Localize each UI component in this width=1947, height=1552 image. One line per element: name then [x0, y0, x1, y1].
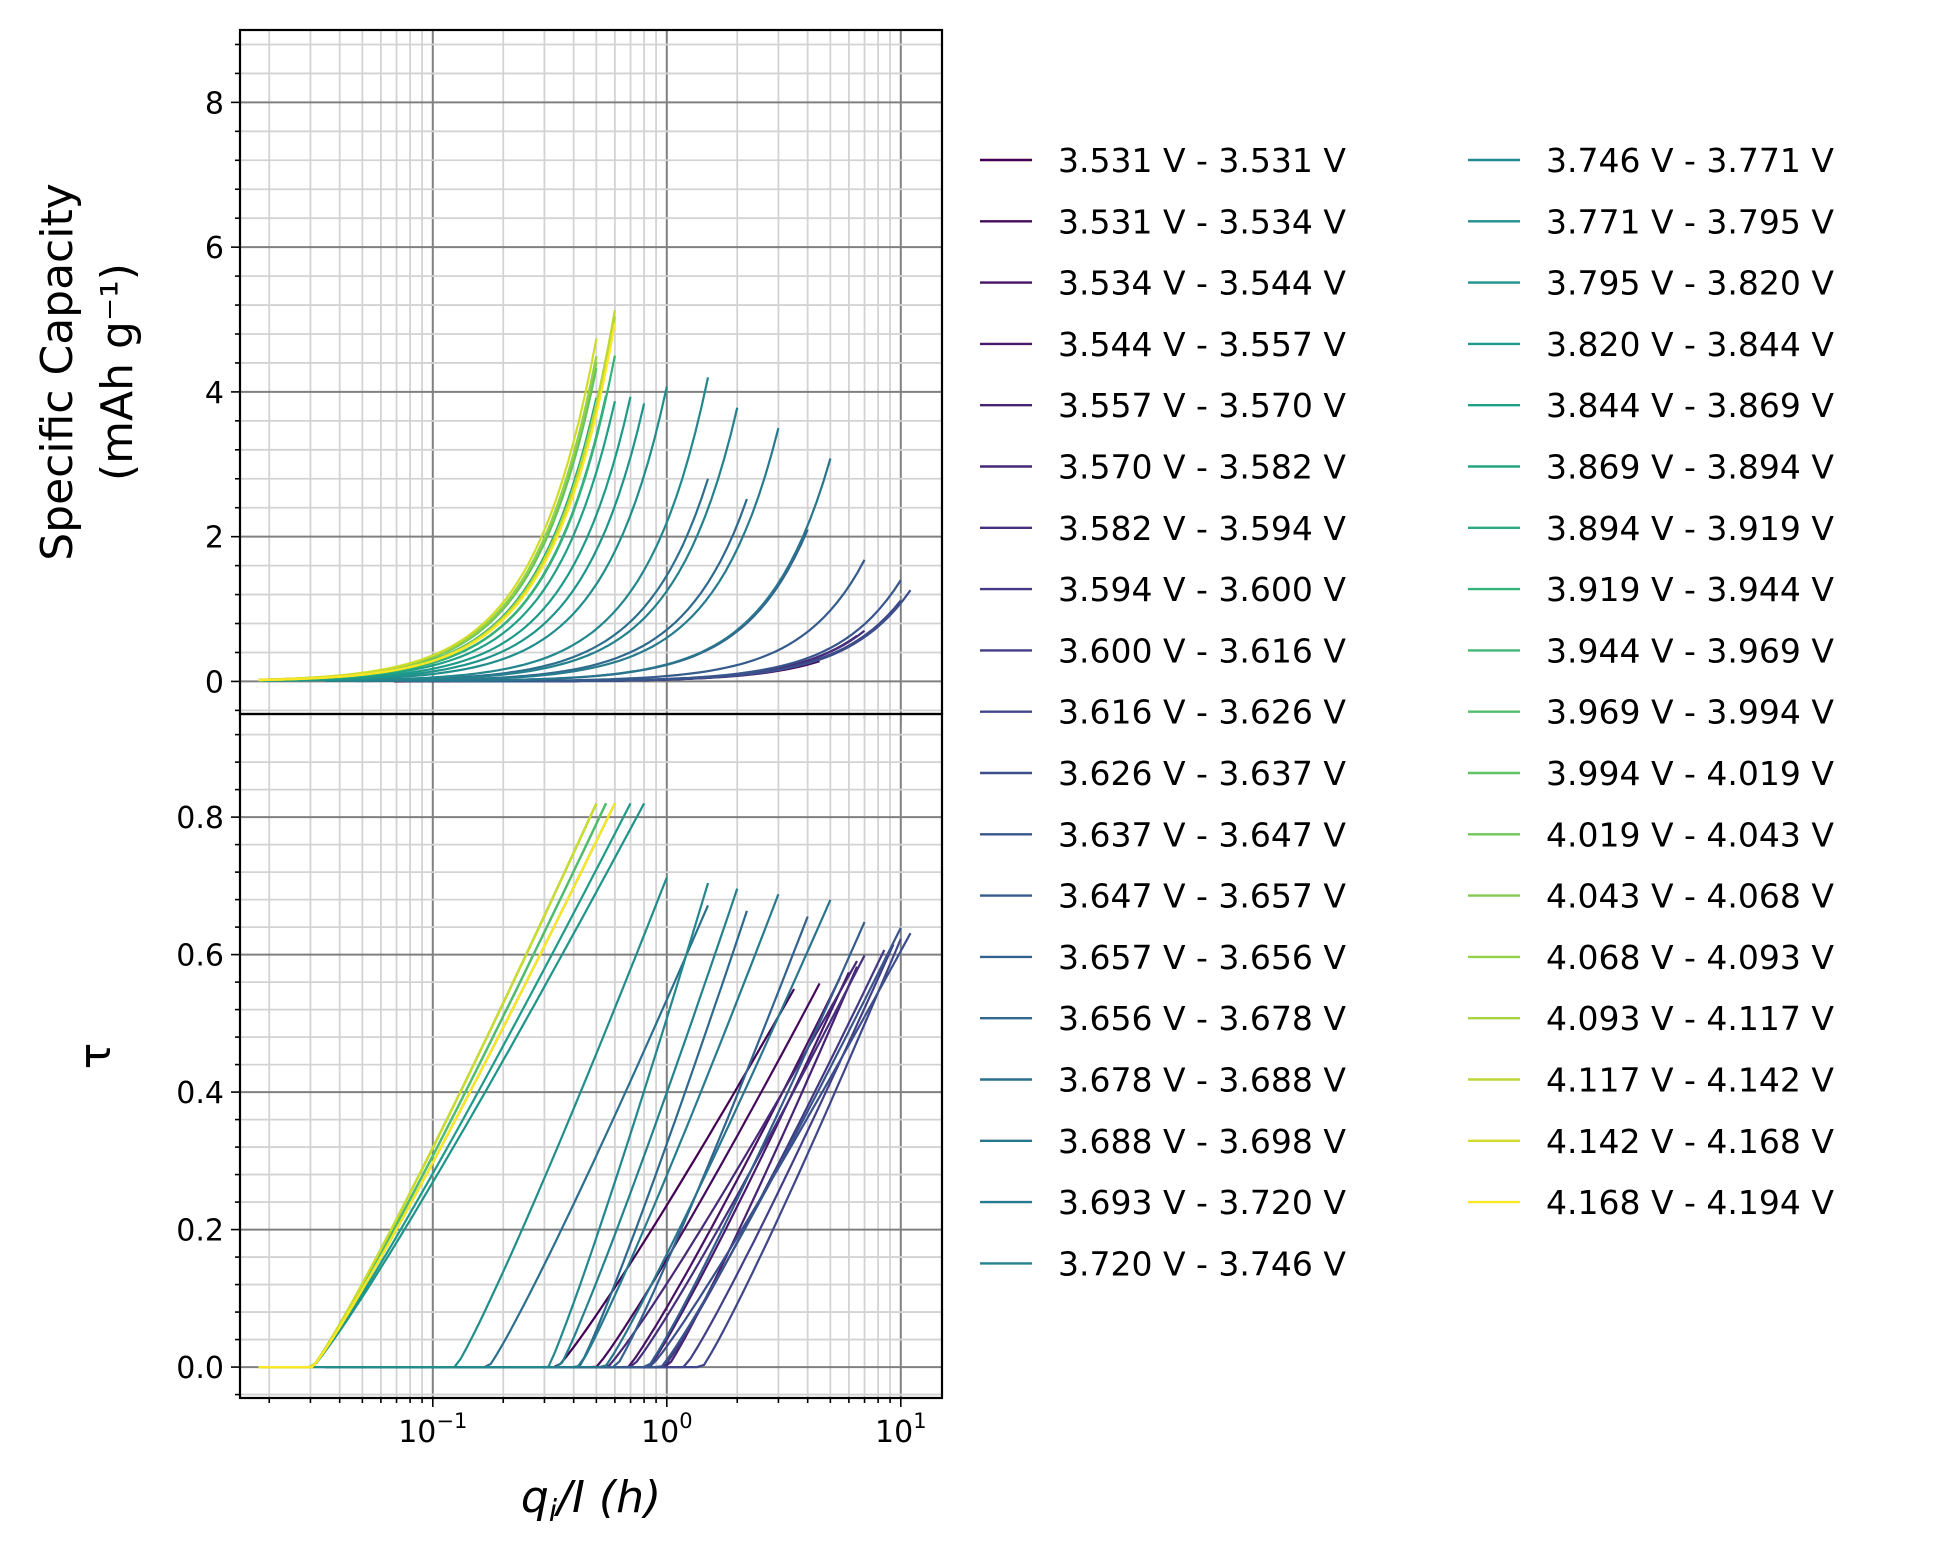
legend-label: 3.647 V - 3.657 V	[1058, 877, 1346, 916]
capacity-series-line	[258, 356, 598, 681]
capacity-ylabel-line2: (mAh g⁻¹)	[92, 263, 143, 481]
legend: 3.531 V - 3.531 V 3.531 V - 3.534 V 3.534 …	[980, 141, 1834, 1283]
legend-label: 3.594 V - 3.600 V	[1058, 570, 1346, 609]
tau-series-line	[258, 802, 616, 1369]
capacity-ticks: 0 2 4 6 8	[205, 43, 902, 723]
legend-label: 3.720 V - 3.746 V	[1058, 1244, 1346, 1283]
tau-ylabel: τ	[70, 1043, 121, 1070]
tau-axes-frame	[238, 712, 944, 1400]
legend-label: 4.043 V - 4.068 V	[1546, 877, 1834, 916]
legend-label: 3.557 V - 3.570 V	[1058, 386, 1346, 425]
tau-series-line	[258, 802, 616, 1369]
legend-label: 3.693 V - 3.720 V	[1058, 1183, 1346, 1222]
legend-label: 3.531 V - 3.534 V	[1058, 202, 1346, 241]
capacity-series-line	[258, 356, 598, 681]
tau-series-line	[258, 802, 598, 1369]
y-tick-label: 0.0	[176, 1351, 224, 1386]
y-tick-label: 0.4	[176, 1076, 224, 1111]
x-tick-label: 10−1	[398, 1409, 467, 1450]
legend-label: 4.019 V - 4.043 V	[1546, 815, 1834, 854]
legend-label: 3.969 V - 3.994 V	[1546, 693, 1834, 732]
y-tick-label: 0.8	[176, 801, 224, 836]
legend-label: 4.142 V - 4.168 V	[1546, 1122, 1834, 1161]
tau-series-line	[258, 802, 598, 1369]
tau-ticks: 0.0 0.2 0.4 0.6 0.8 10−1 100 101	[176, 733, 927, 1450]
legend-label: 3.570 V - 3.582 V	[1058, 448, 1346, 487]
legend-label: 3.600 V - 3.616 V	[1058, 631, 1346, 670]
y-tick-label: 0	[205, 665, 224, 700]
capacity-series-line	[324, 478, 710, 682]
tau-series-line	[258, 802, 616, 1369]
legend-label: 3.869 V - 3.894 V	[1546, 448, 1834, 487]
tau-series-line	[291, 877, 668, 1369]
legend-label: 3.795 V - 3.820 V	[1546, 264, 1834, 303]
tau-series-line	[258, 802, 598, 1369]
tau-series-line	[479, 938, 902, 1369]
legend-label: 3.994 V - 4.019 V	[1546, 754, 1834, 793]
y-tick-label: 0.6	[176, 939, 224, 974]
legend-label: 3.637 V - 3.647 V	[1058, 815, 1346, 854]
tau-series-line	[258, 802, 616, 1369]
legend-label: 3.534 V - 3.544 V	[1058, 264, 1346, 303]
legend-label: 3.688 V - 3.698 V	[1058, 1122, 1346, 1161]
y-tick-label: 0.2	[176, 1214, 224, 1249]
legend-label: 3.844 V - 3.869 V	[1546, 386, 1834, 425]
legend-label: 3.919 V - 3.944 V	[1546, 570, 1834, 609]
capacity-series-line	[258, 361, 598, 681]
legend-label: 3.656 V - 3.678 V	[1058, 999, 1346, 1038]
capacity-series-line	[422, 458, 832, 683]
tau-series-line	[258, 802, 598, 1369]
capacity-series-line	[450, 559, 866, 683]
legend-label: 3.820 V - 3.844 V	[1546, 325, 1834, 364]
capacity-series-line	[348, 407, 739, 682]
tau-series-line	[324, 882, 710, 1369]
capacity-series-line	[258, 322, 616, 682]
x-axis-label: qi/I (h)	[521, 1472, 661, 1529]
capacity-axes-frame	[238, 28, 944, 716]
tau-curves	[258, 802, 912, 1369]
legend-label: 3.746 V - 3.771 V	[1546, 141, 1834, 180]
legend-label: 3.771 V - 3.795 V	[1546, 202, 1834, 241]
legend-label: 4.093 V - 4.117 V	[1546, 999, 1834, 1038]
capacity-ylabel-line1: Specific Capacity	[32, 183, 83, 561]
tau-panel: 0.0 0.2 0.4 0.6 0.8 10−1 100 101 τ qi/I (h)	[70, 712, 944, 1529]
legend-label: 3.544 V - 3.557 V	[1058, 325, 1346, 364]
x-label-rest: /I (h)	[553, 1472, 661, 1523]
capacity-series-line	[404, 528, 809, 683]
legend-label: 3.944 V - 3.969 V	[1546, 631, 1834, 670]
x-label-q: q	[521, 1472, 549, 1523]
capacity-series-line	[258, 338, 598, 681]
x-tick-label: 100	[641, 1409, 693, 1450]
legend-label: 3.678 V - 3.688 V	[1058, 1061, 1346, 1100]
y-tick-label: 2	[205, 521, 224, 556]
legend-label: 3.657 V - 3.656 V	[1058, 938, 1346, 977]
tau-series-line	[258, 802, 632, 1369]
capacity-series-line	[324, 377, 710, 682]
legend-label: 4.168 V - 4.194 V	[1546, 1183, 1834, 1222]
tau-series-line	[258, 802, 598, 1369]
legend-label: 3.894 V - 3.919 V	[1546, 509, 1834, 548]
legend-label: 3.531 V - 3.531 V	[1058, 141, 1346, 180]
tau-series-line	[450, 921, 866, 1369]
legend-label: 3.616 V - 3.626 V	[1058, 693, 1346, 732]
tau-series-line	[258, 802, 598, 1369]
capacity-series-line	[381, 427, 780, 682]
y-tick-label: 6	[205, 231, 224, 266]
legend-label: 3.626 V - 3.637 V	[1058, 754, 1346, 793]
legend-label: 3.582 V - 3.594 V	[1058, 509, 1346, 548]
capacity-curves	[258, 309, 912, 683]
x-tick-label: 101	[875, 1409, 927, 1450]
capacity-panel: 0 2 4 6 8 Specific Capacity (mAh g⁻¹)	[32, 28, 944, 723]
y-tick-label: 4	[205, 376, 224, 411]
tau-series-line	[258, 802, 616, 1369]
legend-label: 4.068 V - 4.093 V	[1546, 938, 1834, 977]
y-tick-label: 8	[205, 86, 224, 121]
capacity-grid	[240, 30, 942, 714]
x-label-sub: i	[549, 1494, 558, 1529]
legend-label: 4.117 V - 4.142 V	[1546, 1061, 1834, 1100]
